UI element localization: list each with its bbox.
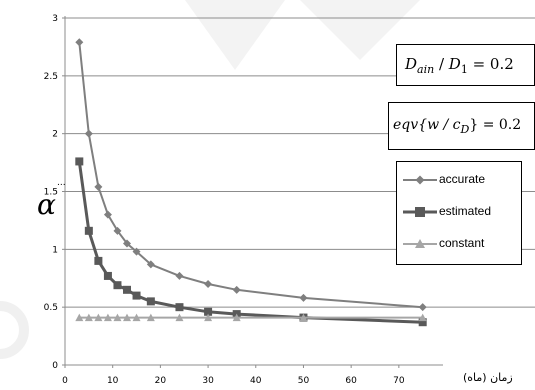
x-tick-label: 60 — [345, 376, 357, 386]
x-tick-label: 40 — [250, 376, 262, 386]
point-accurate — [132, 247, 141, 256]
x-tick-label: 70 — [393, 376, 405, 386]
x-tick-label: 30 — [202, 376, 214, 386]
watermark-shape — [185, 0, 285, 70]
point-constant — [204, 313, 213, 322]
point-accurate — [103, 210, 112, 219]
y-tick-label: 3 — [52, 14, 58, 24]
x-tick-label: 0 — [62, 376, 68, 386]
x-tick-label: 10 — [107, 376, 119, 386]
y-axis-label-superscript: ... — [57, 178, 66, 188]
x-tick-label: 20 — [155, 376, 167, 386]
point-estimated — [204, 307, 213, 316]
point-estimated — [175, 303, 184, 312]
series-line-estimated — [77, 161, 423, 324]
series-accurate — [75, 38, 427, 312]
point-constant — [84, 313, 93, 322]
annotation-eqv: eqv{w / cD} = 0.2 — [388, 102, 535, 150]
point-estimated — [103, 271, 112, 280]
annotation-ratio-sep: / — [434, 55, 449, 73]
watermark-shapes — [0, 0, 420, 359]
point-constant — [123, 313, 131, 322]
annotation-ratio: Dain / D1 = 0.2 — [396, 44, 535, 86]
point-estimated — [75, 157, 84, 166]
point-estimated — [123, 285, 131, 294]
point-constant — [94, 313, 103, 322]
point-accurate — [123, 239, 131, 248]
legend: accurate estimated constant — [396, 161, 522, 265]
legend-label-accurate: accurate — [439, 172, 486, 186]
point-constant — [232, 313, 241, 322]
point-accurate — [94, 182, 103, 191]
y-tick-label: 0 — [52, 361, 58, 371]
point-accurate — [84, 129, 93, 138]
annotation-ratio-lhs-sub: ain — [417, 63, 435, 76]
point-accurate — [175, 271, 184, 280]
point-constant — [175, 313, 184, 322]
series-layer — [75, 38, 427, 327]
point-accurate — [232, 285, 241, 294]
point-constant — [418, 313, 427, 322]
y-tick-label: 2 — [52, 130, 58, 140]
point-constant — [132, 313, 141, 322]
x-tick-labels: 0 10 20 30 40 50 60 70 — [62, 365, 405, 386]
annotation-eqv-lhs-sub: D — [460, 122, 470, 136]
point-estimated — [113, 281, 122, 290]
annotation-eqv-lhs: eqv{w / c — [393, 117, 461, 133]
legend-label-estimated: estimated — [439, 204, 492, 218]
y-tick-label: 0.5 — [44, 303, 58, 313]
watermark-shape — [300, 0, 420, 60]
point-accurate — [418, 303, 427, 312]
annotation-eqv-value: } = 0.2 — [469, 117, 522, 133]
legend-marker-estimated — [403, 207, 437, 217]
point-accurate — [204, 280, 213, 289]
point-constant — [103, 313, 112, 322]
x-tick-label: 50 — [298, 376, 310, 386]
point-accurate — [146, 260, 155, 269]
point-constant — [75, 313, 84, 322]
axes — [64, 16, 443, 366]
annotation-ratio-rhs-sub: 1 — [460, 63, 468, 76]
y-tick-label: 1.5 — [44, 188, 58, 198]
point-accurate — [113, 226, 122, 235]
point-accurate — [75, 38, 84, 47]
y-tick-labels: 0 0.5 1 1.5 2 2.5 3 — [44, 14, 65, 371]
annotation-ratio-rhs: D — [448, 55, 461, 73]
y-tick-label: 2.5 — [44, 72, 58, 82]
point-estimated — [84, 226, 93, 235]
watermark-shape — [0, 301, 29, 359]
annotation-ratio-lhs: D — [405, 55, 418, 73]
point-estimated — [146, 297, 155, 306]
y-axis-label: α — [37, 188, 56, 221]
series-constant — [75, 313, 427, 322]
point-estimated — [94, 256, 103, 265]
legend-label-constant: constant — [439, 236, 485, 250]
point-estimated — [418, 318, 427, 327]
point-constant — [113, 313, 122, 322]
annotation-ratio-value: = 0.2 — [467, 55, 514, 73]
point-estimated — [132, 291, 141, 300]
legend-marker-constant — [403, 239, 437, 248]
x-axis-label: زمان (ماه) — [463, 371, 513, 384]
legend-marker-accurate — [403, 175, 437, 185]
series-line-accurate — [78, 42, 423, 309]
y-tick-label: 1 — [52, 245, 58, 255]
point-constant — [146, 313, 155, 322]
point-constant — [299, 313, 308, 322]
point-accurate — [299, 293, 308, 302]
